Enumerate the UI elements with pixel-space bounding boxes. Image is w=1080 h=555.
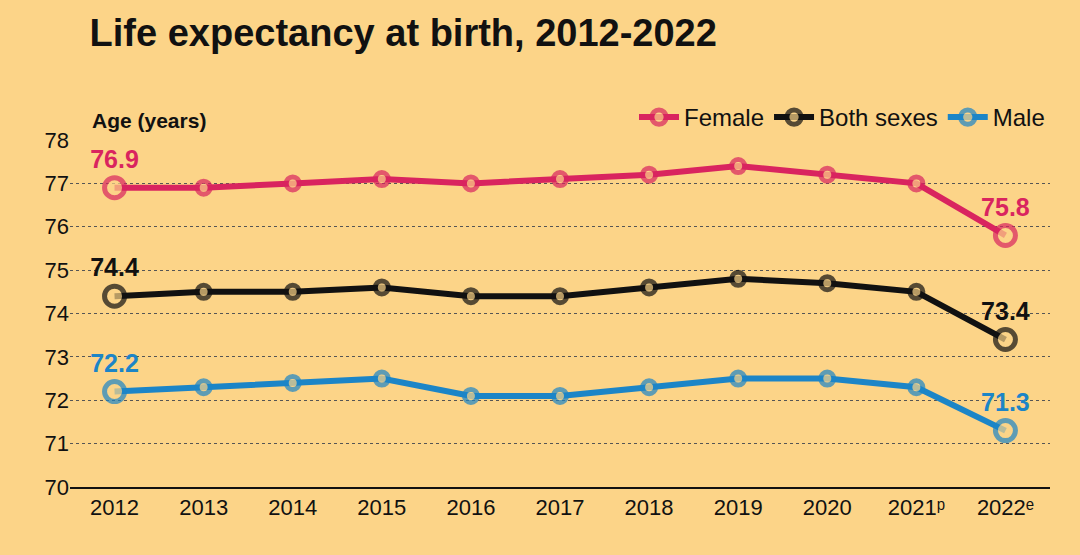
svg-text:2015: 2015 (357, 495, 406, 520)
svg-text:2014: 2014 (268, 495, 317, 520)
svg-text:71: 71 (45, 431, 69, 456)
svg-text:Life expectancy at birth, 2012: Life expectancy at birth, 2012-2022 (90, 12, 717, 54)
svg-text:2012: 2012 (90, 495, 139, 520)
svg-text:74.4: 74.4 (90, 253, 139, 281)
svg-text:2019: 2019 (714, 495, 763, 520)
svg-text:Female: Female (684, 104, 764, 131)
svg-text:2013: 2013 (179, 495, 228, 520)
svg-text:2021ᵖ: 2021ᵖ (888, 495, 945, 520)
svg-text:2020: 2020 (803, 495, 852, 520)
svg-text:70: 70 (45, 475, 69, 500)
svg-text:76: 76 (45, 214, 69, 239)
svg-text:74: 74 (45, 301, 69, 326)
svg-text:75: 75 (45, 258, 69, 283)
svg-text:76.9: 76.9 (90, 145, 139, 173)
svg-text:71.3: 71.3 (981, 388, 1030, 416)
svg-text:2016: 2016 (446, 495, 495, 520)
svg-text:Age (years): Age (years) (92, 109, 206, 132)
svg-text:77: 77 (45, 171, 69, 196)
svg-text:Both sexes: Both sexes (819, 104, 938, 131)
svg-text:2018: 2018 (625, 495, 674, 520)
svg-text:Male: Male (993, 104, 1045, 131)
svg-text:78: 78 (45, 128, 69, 153)
svg-text:73.4: 73.4 (981, 297, 1030, 325)
svg-text:72: 72 (45, 388, 69, 413)
svg-text:2017: 2017 (536, 495, 585, 520)
svg-text:73: 73 (45, 345, 69, 370)
svg-text:75.8: 75.8 (981, 193, 1030, 221)
svg-text:72.2: 72.2 (90, 349, 139, 377)
svg-text:2022ᵉ: 2022ᵉ (977, 495, 1034, 520)
